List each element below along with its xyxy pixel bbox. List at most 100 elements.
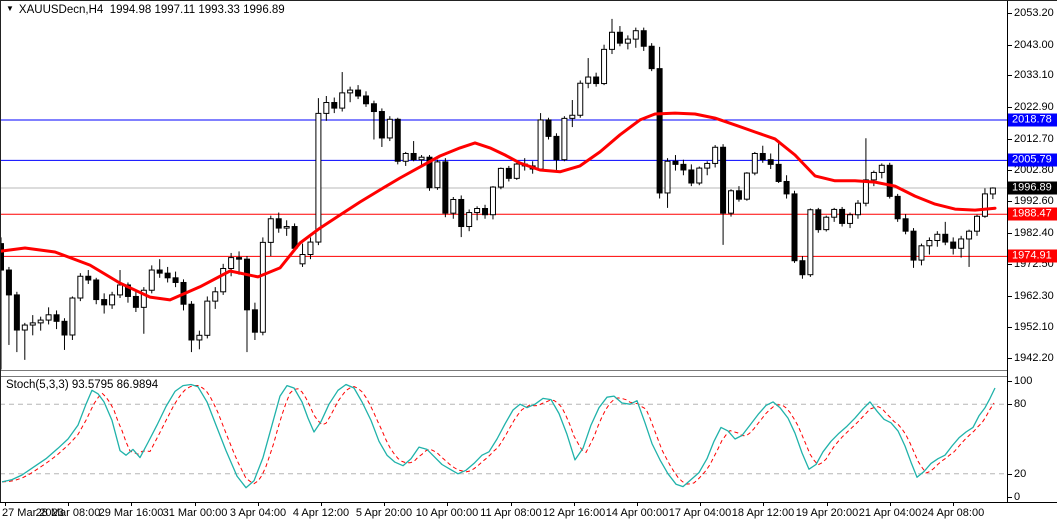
candle-body[interactable] bbox=[164, 272, 171, 279]
candle-body[interactable] bbox=[386, 118, 393, 139]
candle-body[interactable] bbox=[236, 257, 243, 260]
candle-body[interactable] bbox=[601, 48, 608, 85]
candle-body[interactable] bbox=[394, 118, 401, 162]
candle-body[interactable] bbox=[331, 102, 338, 109]
candle-body[interactable] bbox=[767, 159, 774, 165]
candle-body[interactable] bbox=[839, 208, 846, 224]
moving-average-line[interactable] bbox=[0, 111, 997, 302]
candle-body[interactable] bbox=[466, 212, 473, 228]
price-level-tag[interactable]: 1988.47 bbox=[1008, 207, 1057, 221]
candle-body[interactable] bbox=[61, 320, 68, 336]
candle-body[interactable] bbox=[989, 187, 996, 195]
candle-body[interactable] bbox=[204, 300, 211, 336]
candle-body[interactable] bbox=[561, 117, 568, 161]
candle-body[interactable] bbox=[5, 269, 12, 296]
candle-body[interactable] bbox=[378, 111, 385, 139]
candle-body[interactable] bbox=[323, 102, 330, 114]
candle-body[interactable] bbox=[505, 167, 512, 179]
candle-body[interactable] bbox=[783, 180, 790, 195]
candle-body[interactable] bbox=[29, 322, 36, 326]
candle-body[interactable] bbox=[720, 146, 727, 214]
candle-body[interactable] bbox=[910, 230, 917, 261]
candle-body[interactable] bbox=[664, 160, 671, 194]
candle-body[interactable] bbox=[680, 163, 687, 171]
symbol-dropdown-icon[interactable]: ▼ bbox=[6, 4, 14, 13]
candle-body[interactable] bbox=[458, 198, 465, 228]
price-chart-area[interactable] bbox=[0, 0, 1007, 370]
candle-body[interactable] bbox=[93, 279, 100, 301]
candle-body[interactable] bbox=[759, 152, 766, 161]
candle-body[interactable] bbox=[37, 319, 44, 324]
candle-body[interactable] bbox=[489, 186, 496, 216]
candle-body[interactable] bbox=[212, 291, 219, 302]
candle-body[interactable] bbox=[577, 82, 584, 116]
candle-body[interactable] bbox=[656, 68, 663, 194]
candle-body[interactable] bbox=[553, 135, 560, 161]
candle-body[interactable] bbox=[109, 294, 116, 306]
candle-body[interactable] bbox=[854, 202, 861, 216]
candle-body[interactable] bbox=[299, 254, 306, 265]
candle-body[interactable] bbox=[751, 152, 758, 174]
candle-body[interactable] bbox=[307, 241, 314, 255]
candle-body[interactable] bbox=[513, 163, 520, 179]
candle-body[interactable] bbox=[13, 294, 20, 331]
panel-splitter[interactable] bbox=[0, 370, 1007, 377]
candle-body[interactable] bbox=[886, 164, 893, 197]
candle-body[interactable] bbox=[958, 238, 965, 249]
candle-body[interactable] bbox=[799, 260, 806, 276]
price-level-tag[interactable]: 2018.78 bbox=[1008, 113, 1057, 127]
candle-body[interactable] bbox=[45, 314, 52, 321]
candle-body[interactable] bbox=[339, 92, 346, 109]
candle-body[interactable] bbox=[140, 289, 147, 308]
candle-body[interactable] bbox=[228, 257, 235, 269]
candle-body[interactable] bbox=[220, 267, 227, 293]
candle-body[interactable] bbox=[672, 160, 679, 165]
candle-body[interactable] bbox=[545, 119, 552, 137]
candle-body[interactable] bbox=[291, 226, 298, 249]
candle-body[interactable] bbox=[974, 215, 981, 232]
candle-body[interactable] bbox=[569, 114, 576, 119]
candle-body[interactable] bbox=[815, 209, 822, 231]
candle-body[interactable] bbox=[156, 269, 163, 274]
stoch-signal-line[interactable] bbox=[1, 385, 995, 485]
candle-body[interactable] bbox=[85, 275, 92, 281]
candle-body[interactable] bbox=[696, 167, 703, 184]
candle-body[interactable] bbox=[593, 76, 600, 85]
price-level-tag[interactable]: 2005.79 bbox=[1008, 153, 1057, 167]
candle-body[interactable] bbox=[624, 38, 631, 44]
candle-body[interactable] bbox=[791, 193, 798, 262]
candle-body[interactable] bbox=[728, 190, 735, 214]
candle-body[interactable] bbox=[0, 243, 4, 271]
candle-body[interactable] bbox=[870, 171, 877, 181]
candle-body[interactable] bbox=[418, 156, 425, 161]
candle-body[interactable] bbox=[188, 303, 195, 341]
price-level-tag[interactable]: 1996.89 bbox=[1008, 181, 1057, 195]
candle-body[interactable] bbox=[775, 163, 782, 182]
candle-body[interactable] bbox=[823, 216, 830, 231]
candle-body[interactable] bbox=[117, 284, 124, 296]
candle-body[interactable] bbox=[69, 297, 76, 336]
candle-body[interactable] bbox=[712, 146, 719, 164]
candle-body[interactable] bbox=[196, 334, 203, 341]
candle-body[interactable] bbox=[21, 324, 28, 331]
candle-body[interactable] bbox=[267, 218, 274, 243]
candle-body[interactable] bbox=[585, 76, 592, 84]
candle-body[interactable] bbox=[926, 240, 933, 247]
candle-body[interactable] bbox=[632, 30, 639, 40]
candle-body[interactable] bbox=[482, 208, 489, 216]
candle-body[interactable] bbox=[894, 195, 901, 220]
candle-body[interactable] bbox=[878, 164, 885, 173]
candle-body[interactable] bbox=[688, 169, 695, 184]
candle-body[interactable] bbox=[743, 172, 750, 200]
candle-body[interactable] bbox=[950, 241, 957, 249]
candle-body[interactable] bbox=[981, 193, 988, 217]
candle-body[interactable] bbox=[450, 198, 457, 214]
price-level-tag[interactable]: 1974.91 bbox=[1008, 249, 1057, 263]
candle-body[interactable] bbox=[355, 89, 362, 97]
candle-body[interactable] bbox=[497, 167, 504, 188]
candle-body[interactable] bbox=[275, 218, 282, 229]
candle-body[interactable] bbox=[918, 245, 925, 261]
candle-body[interactable] bbox=[831, 208, 838, 218]
candle-body[interactable] bbox=[735, 190, 742, 200]
candle-body[interactable] bbox=[807, 209, 814, 276]
